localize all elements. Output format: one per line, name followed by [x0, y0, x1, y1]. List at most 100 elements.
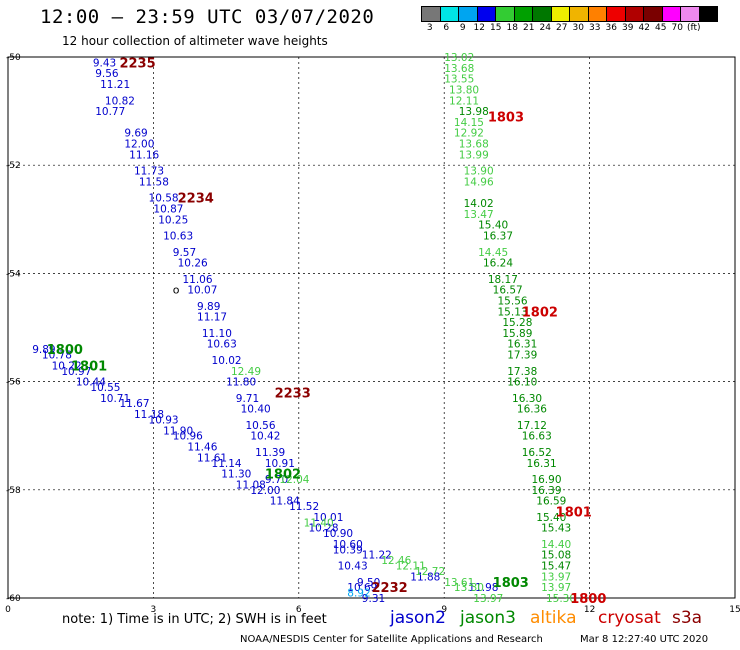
swh-value-label: 9.69 [124, 128, 147, 140]
color-scale-bar [421, 6, 718, 22]
color-scale-label: 15 [490, 23, 502, 33]
pass-time-label: 1802 [265, 468, 301, 483]
y-tick-label: -56 [6, 378, 21, 388]
color-scale-label: 9 [459, 23, 466, 33]
swh-value-label: 10.63 [207, 339, 237, 351]
x-tick-label: 6 [296, 605, 302, 615]
y-tick-label: -60 [6, 594, 21, 604]
swh-value-label: 10.39 [333, 544, 363, 556]
x-tick-label: 9 [441, 605, 447, 615]
swh-value-label: 17.12 [517, 420, 547, 432]
swh-value-label: 11.40 [304, 517, 334, 529]
swh-value-label: 10.07 [187, 285, 217, 297]
swh-value-label: 16.31 [507, 339, 537, 351]
swh-value-label: 15.89 [502, 328, 532, 340]
pass-time-label: 1803 [488, 111, 524, 126]
swh-value-label: 15.47 [541, 561, 571, 573]
swh-value-label: 11.98 [468, 582, 498, 594]
swh-value-label: 11.10 [202, 328, 232, 340]
swh-value-label: 11.46 [187, 442, 217, 454]
swh-value-label: 14.15 [454, 117, 484, 129]
color-scale-label: 12 [473, 23, 485, 33]
pass-time-label: 1802 [522, 305, 558, 320]
swh-value-label: 10.56 [245, 420, 275, 432]
swh-value-label: 10.96 [173, 431, 203, 443]
swh-value-label: 12.00 [124, 139, 154, 151]
color-scale-label: 21 [523, 23, 535, 33]
swh-value-label: 16.59 [536, 496, 566, 508]
pass-time-label: 1801 [556, 505, 592, 520]
swh-value-label: 9.71 [236, 393, 259, 405]
legend-entry-cryosat: cryosat [598, 608, 661, 628]
color-scale-label: 27 [556, 23, 568, 33]
pass-time-label: 1800 [570, 592, 606, 607]
swh-value-label: 14.45 [478, 247, 508, 259]
x-tick-label: 0 [5, 605, 11, 615]
swh-value-label: 11.73 [134, 166, 164, 178]
swh-value-label: 11.14 [212, 458, 242, 470]
swh-value-label: 15.30 [546, 593, 576, 605]
swh-value-label: 12.11 [449, 95, 479, 107]
swh-value-label: 16.30 [512, 393, 542, 405]
swh-value-label: 11.52 [289, 501, 319, 513]
legend-entry-altika: altika [530, 608, 577, 628]
color-scale-label: 30 [572, 23, 584, 33]
swh-value-label: 10.28 [308, 523, 338, 535]
swh-value-label: 11.22 [362, 550, 392, 562]
swh-value-label: 9.43 [93, 57, 116, 69]
swh-value-label: 16.39 [531, 485, 561, 497]
color-scale-label: 42 [638, 23, 650, 33]
color-scale-label: (ft) [686, 23, 701, 33]
swh-value-label: 10.58 [149, 193, 179, 205]
swh-value-label: 10.60 [333, 539, 363, 551]
swh-value-label: 10.82 [105, 95, 135, 107]
swh-value-label: 11.06 [182, 274, 212, 286]
swh-value-label: 9.57 [173, 247, 196, 259]
swh-value-label: 13.68 [459, 139, 489, 151]
color-scale-label: 36 [605, 23, 617, 33]
color-scale-labels: 3 6 9 12 15 18 21 24 27 30 33 36 39 42 45 70 (ft) [422, 23, 703, 33]
swh-value-label: 11.21 [100, 79, 130, 91]
pass-time-label: 2234 [178, 192, 214, 207]
swh-value-label: 9.50 [357, 577, 380, 589]
swh-value-label: 16.10 [507, 377, 537, 389]
swh-value-label: 10.71 [100, 393, 130, 405]
swh-value-label: 14.40 [541, 539, 571, 551]
swh-value-label: 11.17 [197, 312, 227, 324]
swh-value-label: 11.18 [134, 409, 164, 421]
swh-value-label: 13.97 [541, 571, 571, 583]
credit-line: NOAA/NESDIS Center for Satellite Applica… [240, 634, 543, 645]
swh-value-label: 11.88 [410, 571, 440, 583]
swh-value-label: 16.63 [522, 431, 552, 443]
swh-value-label: 10.01 [313, 512, 343, 524]
swh-value-label: 15.43 [541, 523, 571, 535]
swh-value-label: 16.24 [483, 258, 513, 270]
swh-value-label: 11.08 [236, 479, 266, 491]
swh-value-label: 16.31 [527, 458, 557, 470]
swh-value-label: 14.96 [464, 176, 494, 188]
swh-value-label: 12.11 [396, 561, 426, 573]
swh-value-label: 11.16 [129, 149, 159, 161]
y-tick-label: -52 [6, 161, 21, 171]
swh-value-label: 8.92 [347, 588, 370, 600]
swh-value-label: 14.02 [464, 198, 494, 210]
swh-value-label: 15.40 [478, 220, 508, 232]
generated-timestamp: Mar 8 12:27:40 UTC 2020 [580, 634, 709, 645]
swh-value-label: 13.90 [464, 166, 494, 178]
y-tick-label: -58 [6, 486, 21, 496]
y-tick-label: -50 [6, 53, 21, 63]
color-scale-label: 33 [589, 23, 601, 33]
color-scale-label: 39 [622, 23, 634, 33]
swh-value-label: 15.28 [502, 317, 532, 329]
swh-value-label: 16.52 [522, 447, 552, 459]
swh-value-label: 11.30 [221, 469, 251, 481]
swh-value-label: 13.68 [444, 63, 474, 75]
swh-value-label: 10.40 [241, 404, 271, 416]
swh-value-label: 10.44 [76, 377, 106, 389]
swh-value-label: 16.90 [531, 474, 561, 486]
swh-value-label: 10.26 [178, 258, 208, 270]
swh-value-label: 9.70 [265, 474, 288, 486]
swh-value-label: 10.02 [212, 355, 242, 367]
color-scale-label: 70 [671, 23, 683, 33]
